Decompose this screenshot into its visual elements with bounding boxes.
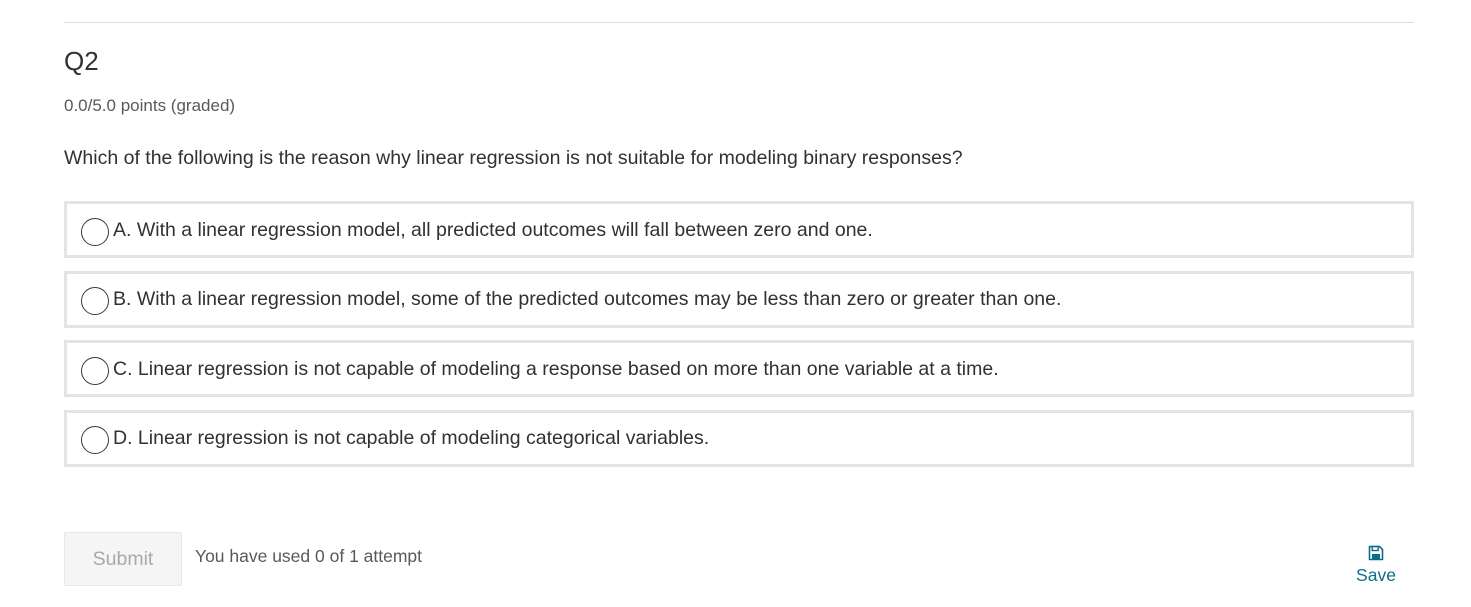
save-label: Save bbox=[1356, 565, 1396, 585]
problem-title: Q2 bbox=[64, 46, 99, 76]
radio-button-b[interactable] bbox=[81, 287, 109, 315]
question-text: Which of the following is the reason why… bbox=[64, 147, 963, 169]
floppy-disk-icon bbox=[1368, 545, 1384, 561]
choice-label: B. With a linear regression model, some … bbox=[113, 288, 1062, 310]
submit-button[interactable]: Submit bbox=[64, 532, 182, 586]
radio-button-a[interactable] bbox=[81, 217, 109, 246]
choice-a[interactable]: A. With a linear regression model, all p… bbox=[64, 201, 1414, 258]
top-divider bbox=[64, 22, 1414, 23]
choice-label: D. Linear regression is not capable of m… bbox=[113, 427, 710, 449]
choice-group: A. With a linear regression model, all p… bbox=[64, 201, 1414, 479]
choice-label: A. With a linear regression model, all p… bbox=[113, 218, 873, 241]
choice-c[interactable]: C. Linear regression is not capable of m… bbox=[64, 340, 1414, 397]
radio-button-c[interactable] bbox=[81, 356, 109, 385]
choice-d[interactable]: D. Linear regression is not capable of m… bbox=[64, 409, 1414, 467]
save-button[interactable]: Save bbox=[1345, 545, 1407, 586]
choice-b[interactable]: B. With a linear regression model, some … bbox=[64, 270, 1414, 328]
problem-points: 0.0/5.0 points (graded) bbox=[64, 96, 236, 115]
attempts-counter: You have used 0 of 1 attempt bbox=[195, 546, 423, 566]
radio-button-d[interactable] bbox=[81, 426, 109, 454]
choice-label: C. Linear regression is not capable of m… bbox=[113, 357, 999, 380]
